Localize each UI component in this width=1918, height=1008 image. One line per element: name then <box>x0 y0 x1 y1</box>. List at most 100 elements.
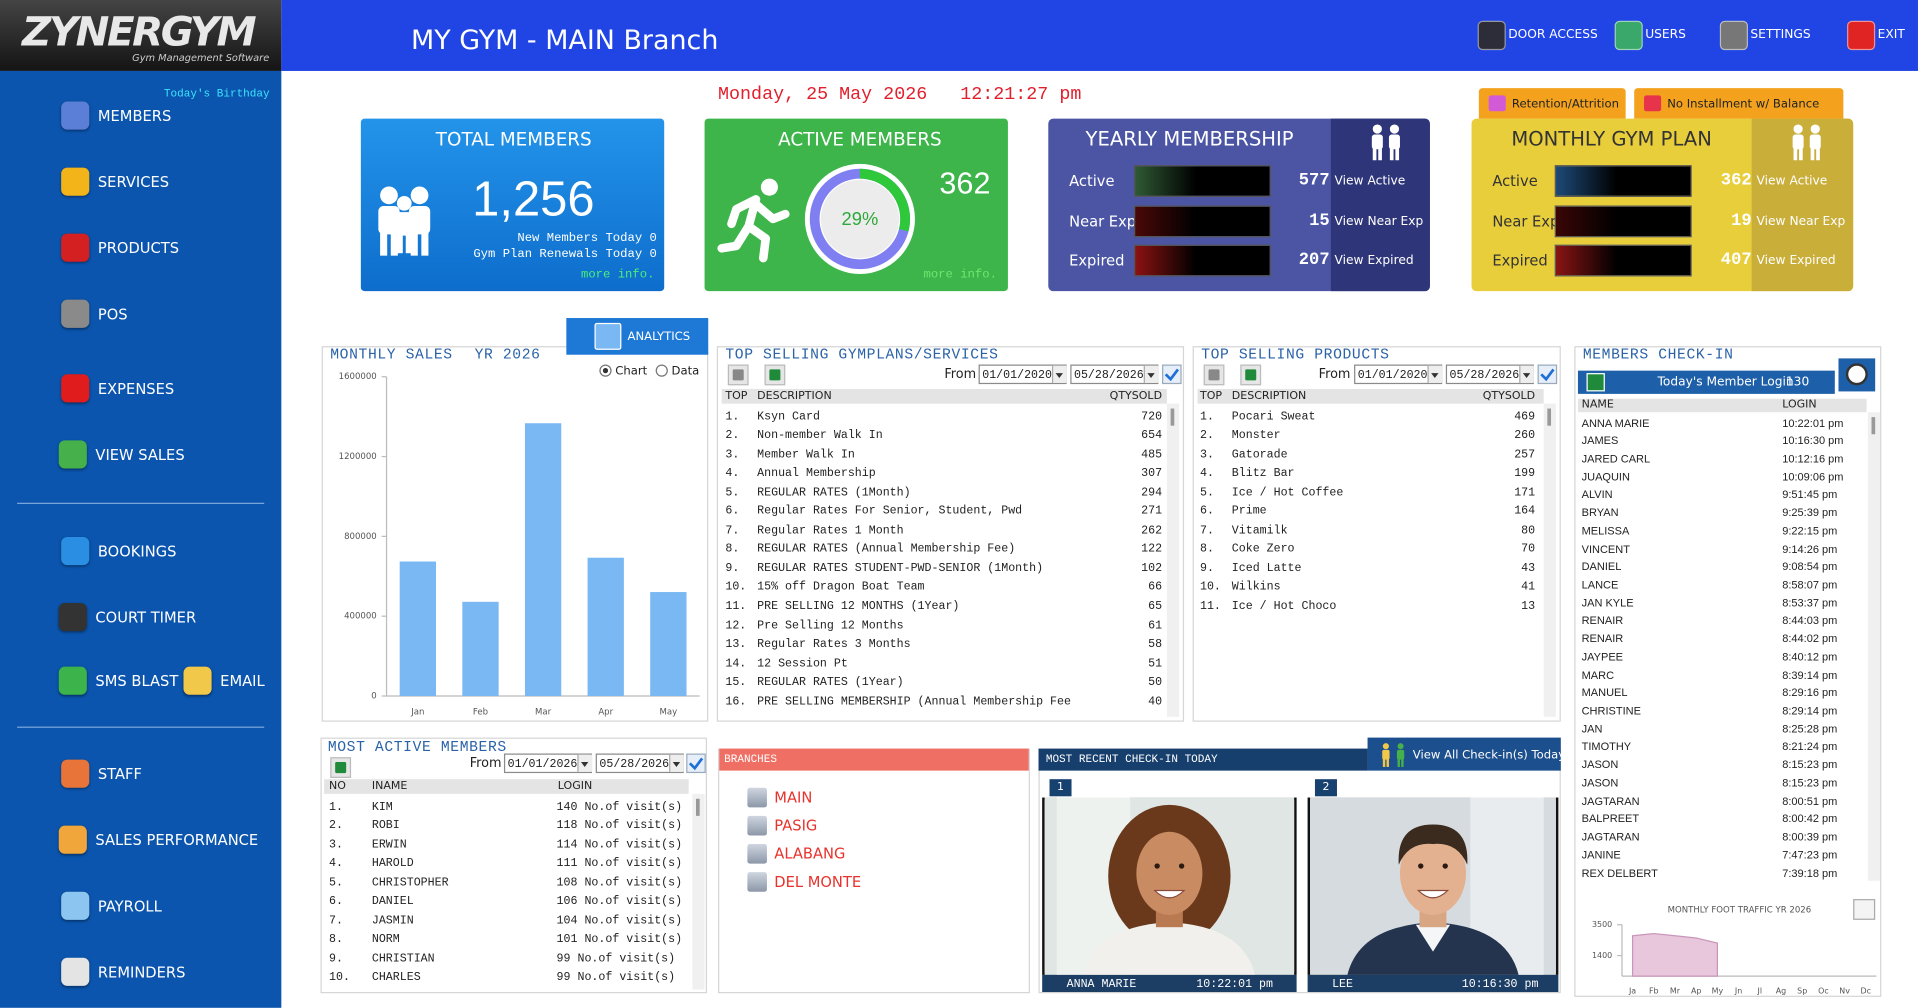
radio-label[interactable]: Data <box>671 363 700 378</box>
menu-icon[interactable] <box>58 825 87 854</box>
menu-item[interactable]: EMAIL <box>220 672 265 690</box>
analytics-button[interactable] <box>566 318 709 355</box>
column-header: TOP <box>1199 389 1223 402</box>
menu-item[interactable]: COURT TIMER <box>95 608 197 626</box>
action-label[interactable]: EXIT <box>1877 28 1905 42</box>
menu-icon[interactable] <box>61 536 90 566</box>
login-time: 8:15:23 pm <box>1782 776 1838 789</box>
number-badge <box>1314 779 1337 797</box>
menu-item[interactable]: EXPENSES <box>97 379 175 397</box>
row-number: 7. <box>329 913 343 927</box>
stat-count: 407 <box>1720 250 1752 271</box>
excel-icon <box>1586 373 1605 392</box>
menu-item[interactable]: SALES PERFORMANCE <box>95 831 259 849</box>
radio-button[interactable] <box>655 364 668 377</box>
login-time: 8:39:14 pm <box>1782 668 1838 681</box>
tab-label[interactable]: Retention/Attrition <box>1511 97 1619 111</box>
menu-icon[interactable] <box>61 233 90 262</box>
stat-link[interactable]: View Near Exp <box>1334 215 1424 229</box>
row-number: 10. <box>1199 580 1221 594</box>
action-icon[interactable] <box>1847 20 1876 51</box>
menu-icon[interactable] <box>61 759 90 788</box>
menu-item[interactable]: POS <box>97 305 128 323</box>
branch-name[interactable]: PASIG <box>774 816 818 834</box>
bar <box>524 423 562 697</box>
x-tick-label: Oc <box>1818 986 1829 995</box>
row-number: 9. <box>329 951 343 965</box>
branch-name[interactable]: ALABANG <box>774 844 846 862</box>
menu-icon[interactable] <box>61 957 90 986</box>
action-icon[interactable] <box>1477 20 1506 51</box>
row-quantity: 40 <box>1148 694 1163 708</box>
chart-button[interactable] <box>1853 899 1876 920</box>
row-number: 14. <box>725 656 747 670</box>
action-label[interactable]: DOOR ACCESS <box>1508 28 1598 42</box>
action-icon[interactable] <box>1614 20 1643 51</box>
menu-item[interactable]: PRODUCTS <box>97 239 180 257</box>
stat-link[interactable]: View Near Exp <box>1756 215 1846 229</box>
stat-bar <box>1133 205 1271 238</box>
card-icon <box>1371 124 1400 161</box>
stat-link[interactable]: View Expired <box>1756 254 1836 268</box>
row-number: 3. <box>1199 447 1214 461</box>
menu-item[interactable]: MEMBERS <box>97 107 172 125</box>
row-description: Gatorade <box>1231 447 1288 461</box>
branch-icon <box>747 844 767 864</box>
stat-link[interactable]: View Expired <box>1334 254 1414 268</box>
action-label[interactable]: SETTINGS <box>1750 28 1811 42</box>
row-number: 10. <box>725 580 747 594</box>
menu-icon[interactable] <box>61 299 90 328</box>
action-icon[interactable] <box>1719 20 1748 51</box>
menu-item[interactable]: REMINDERS <box>97 963 186 981</box>
action-label[interactable]: USERS <box>1645 28 1686 42</box>
menu-icon[interactable] <box>58 666 87 695</box>
row-description: Coke Zero <box>1231 542 1295 556</box>
view-all-label[interactable]: View All Check-in(s) Today <box>1412 747 1566 762</box>
menu-item[interactable]: SMS BLAST <box>95 672 179 690</box>
more-info[interactable]: more info. <box>581 269 655 283</box>
branch-name[interactable]: DEL MONTE <box>774 872 862 890</box>
row-description: Pocari Sweat <box>1231 409 1316 423</box>
toolbar-glyph <box>335 762 347 774</box>
radio-button[interactable] <box>599 364 612 377</box>
icon-body <box>1388 134 1400 150</box>
member-name: JANINE <box>1581 848 1621 861</box>
runner-icon <box>717 178 790 263</box>
icon-body <box>1382 749 1390 760</box>
row-description: Regular Rates 1 Month <box>757 523 904 537</box>
menu-item[interactable]: PAYROLL <box>97 897 162 915</box>
row-quantity: 654 <box>1141 428 1163 442</box>
menu-icon[interactable] <box>183 666 212 695</box>
stat-link[interactable]: View Active <box>1756 174 1828 189</box>
icon-leg <box>410 230 418 256</box>
menu-icon[interactable] <box>61 374 90 403</box>
menu-item[interactable]: BOOKINGS <box>97 542 177 560</box>
row-quantity: 294 <box>1141 485 1163 499</box>
menu-icon[interactable] <box>61 891 90 920</box>
icon-body <box>378 205 400 235</box>
more-info[interactable]: more info. <box>923 269 997 283</box>
y-tick-label: 400000 <box>344 612 377 622</box>
row-quantity: 58 <box>1148 637 1163 651</box>
radio-label[interactable]: Chart <box>615 363 648 378</box>
stat-link[interactable]: View Active <box>1334 174 1406 189</box>
menu-icon[interactable] <box>58 440 87 469</box>
menu-item[interactable]: SERVICES <box>97 173 170 191</box>
branch-name[interactable]: MAIN <box>774 788 813 806</box>
row-quantity: 102 <box>1141 561 1163 575</box>
row-description: Ice / Hot Coffee <box>1231 485 1344 499</box>
menu-icon[interactable] <box>58 603 87 632</box>
member-name: ALVIN <box>1581 488 1613 501</box>
icon-head <box>1382 743 1389 750</box>
tab[interactable] <box>1634 88 1844 119</box>
entry-time: 10:16:30 pm <box>1461 976 1539 991</box>
tab-label[interactable]: No Installment w/ Balance <box>1667 97 1820 111</box>
x-tick-label: Jl <box>1757 986 1763 995</box>
menu-icon[interactable] <box>61 101 90 130</box>
menu-item[interactable]: STAFF <box>97 765 142 783</box>
icon-leg <box>1793 147 1798 161</box>
menu-icon[interactable] <box>61 167 90 196</box>
analytics-label[interactable]: ANALYTICS <box>627 329 691 344</box>
menu-item[interactable]: VIEW SALES <box>95 445 185 463</box>
